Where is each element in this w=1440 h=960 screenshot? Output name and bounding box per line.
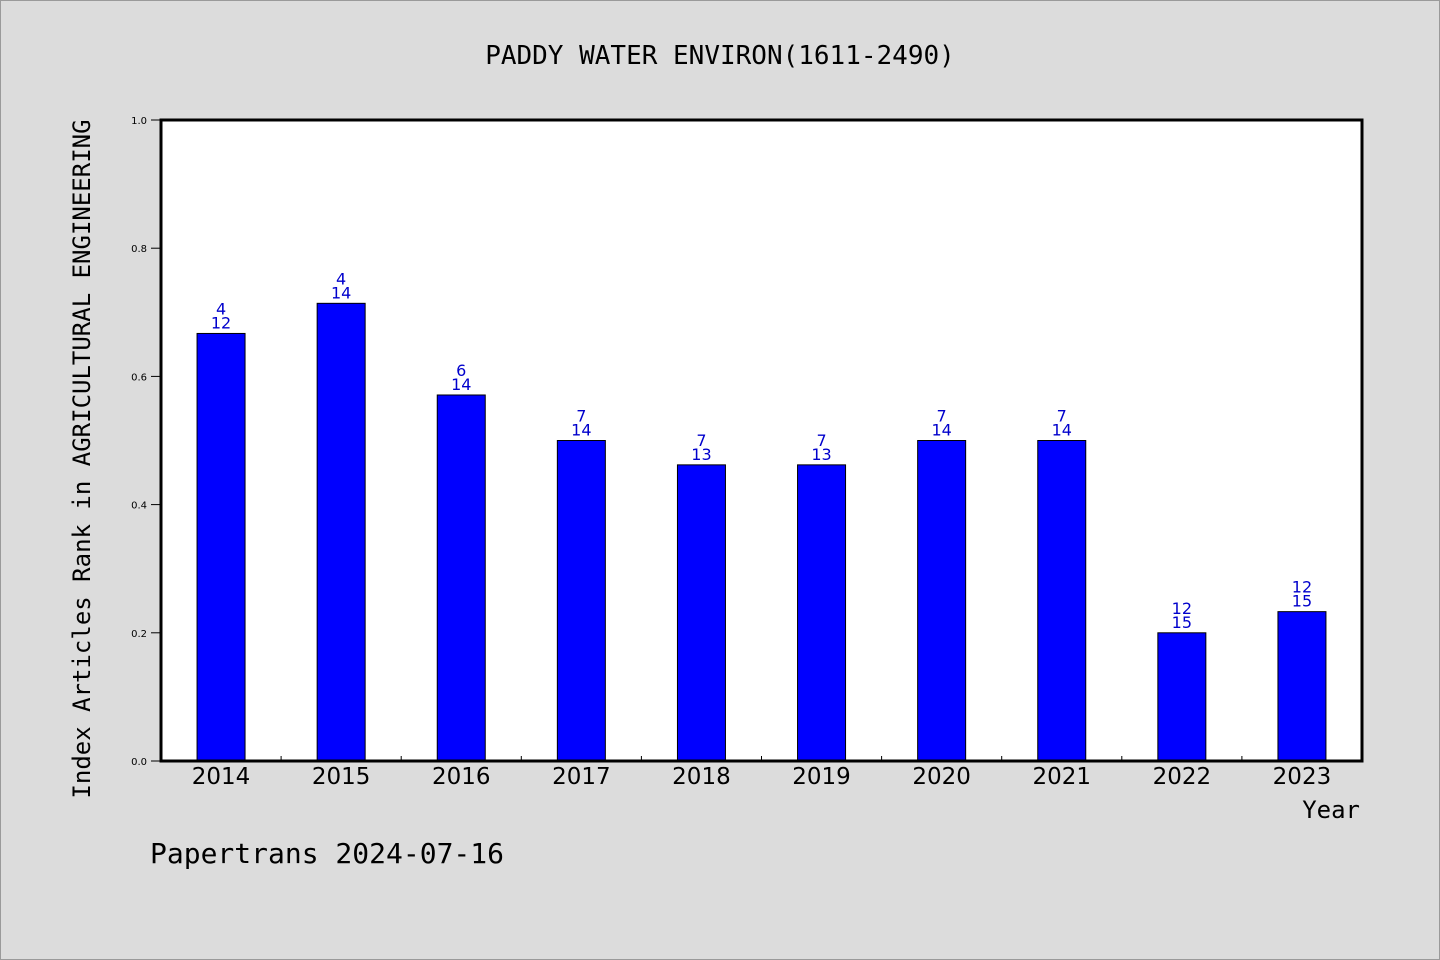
bar-total-label-2018: 13: [691, 445, 711, 464]
bar-2023: [1277, 611, 1327, 762]
bar-2019: [797, 464, 847, 762]
y-tick-label: 0.4: [131, 501, 147, 512]
bar-total-label-2015: 14: [331, 283, 351, 302]
x-tick-label-2014: 2014: [192, 764, 251, 790]
bar-rank-label-2020: 7: [937, 407, 947, 426]
x-tick-label-2023: 2023: [1273, 764, 1332, 790]
bar-total-label-2022: 15: [1172, 613, 1192, 632]
y-axis: 0.0 0.2 0.4 0.6 0.8 1.0: [131, 116, 161, 768]
x-tick-label-2016: 2016: [432, 764, 491, 790]
x-tick-label-2018: 2018: [672, 764, 731, 790]
chart-title: PADDY WATER ENVIRON(1611-2490): [485, 41, 955, 71]
x-tick-label-2020: 2020: [912, 764, 971, 790]
bar-2018: [676, 464, 726, 762]
bar-total-label-2023: 15: [1292, 592, 1312, 611]
x-tick-label-2021: 2021: [1032, 764, 1091, 790]
bar-rank-label-2014: 4: [216, 299, 226, 318]
plot-frame: [159, 118, 1364, 763]
bar-2020: [917, 440, 967, 762]
bars-group: [196, 302, 1327, 762]
bar-2021: [1037, 440, 1087, 762]
bar-rank-label-2019: 7: [816, 431, 826, 450]
y-axis-label: Index Articles Rank in AGRICULTURAL ENGI…: [68, 119, 96, 798]
bar-2022: [1157, 632, 1207, 762]
bar-2016: [436, 394, 486, 762]
bar-rank-label-2015: 4: [336, 269, 346, 288]
y-tick-label: 0.0: [131, 757, 147, 768]
bar-2014: [196, 332, 246, 762]
x-axis: 2014 2015 2016 2017 2018 2019 2020 2021 2022 2023: [192, 756, 1331, 790]
bar-rank-label-2017: 7: [576, 407, 586, 426]
bar-2017: [556, 440, 606, 762]
bar-rank-label-2021: 7: [1057, 407, 1067, 426]
x-tick-label-2019: 2019: [792, 764, 851, 790]
footer-watermark: Papertrans 2024-07-16: [150, 837, 504, 870]
bar-2015: [316, 302, 366, 762]
bar-total-label-2020: 14: [931, 421, 951, 440]
bar-total-label-2016: 14: [451, 375, 471, 394]
y-tick-label: 0.8: [131, 244, 147, 255]
bar-total-label-2021: 14: [1052, 421, 1072, 440]
y-tick-label: 0.2: [131, 629, 147, 640]
bar-total-label-2017: 14: [571, 421, 591, 440]
y-tick-label: 0.6: [131, 372, 147, 383]
bar-rank-label-2022: 12: [1172, 599, 1192, 618]
bar-total-label-2019: 13: [811, 445, 831, 464]
x-tick-label-2022: 2022: [1153, 764, 1212, 790]
bar-rank-label-2023: 12: [1292, 578, 1312, 597]
x-axis-label: Year: [1302, 796, 1360, 824]
y-tick-label: 1.0: [131, 116, 147, 127]
x-tick-label-2015: 2015: [312, 764, 371, 790]
bar-rank-label-2018: 7: [696, 431, 706, 450]
bar-total-label-2014: 12: [211, 313, 231, 332]
bar-rank-label-2016: 6: [456, 361, 466, 380]
x-tick-label-2017: 2017: [552, 764, 611, 790]
